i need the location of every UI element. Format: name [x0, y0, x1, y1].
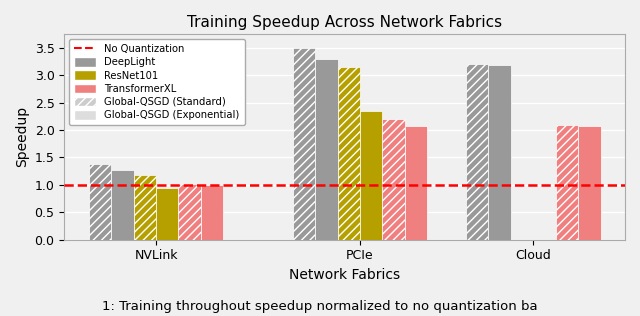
Bar	[156, 188, 179, 240]
No Quantization	[356, 183, 364, 187]
Bar	[89, 164, 111, 240]
Bar	[201, 185, 223, 240]
Bar	[337, 67, 360, 240]
Bar	[404, 125, 428, 240]
Text: 1: Training throughout speedup normalized to no quantization ba: 1: Training throughout speedup normalize…	[102, 300, 538, 313]
Y-axis label: Speedup: Speedup	[15, 106, 29, 167]
Bar	[556, 125, 578, 240]
Bar	[382, 119, 404, 240]
Bar	[488, 65, 511, 240]
X-axis label: Network Fabrics: Network Fabrics	[289, 268, 400, 282]
Title: Training Speedup Across Network Fabrics: Training Speedup Across Network Fabrics	[187, 15, 502, 30]
Legend: No Quantization, DeepLight, ResNet101, TransformerXL, Global-QSGD (Standard), Gl: No Quantization, DeepLight, ResNet101, T…	[69, 39, 244, 125]
Bar	[111, 170, 134, 240]
Bar	[179, 184, 201, 240]
Bar	[134, 175, 156, 240]
Bar	[292, 48, 315, 240]
No Quantization	[152, 183, 160, 187]
Bar	[315, 59, 337, 240]
Bar	[360, 111, 382, 240]
Bar	[466, 64, 488, 240]
Bar	[578, 125, 600, 240]
